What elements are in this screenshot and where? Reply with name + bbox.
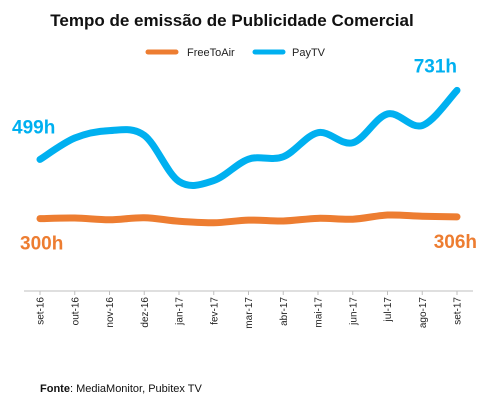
data-point-freetoair-fev-17	[213, 222, 215, 224]
data-point-paytv-nov-16	[109, 130, 110, 132]
data-point-freetoair-abr-17	[282, 220, 284, 222]
data-point-paytv-out-16	[74, 137, 76, 139]
data-point-paytv-abr-17	[282, 156, 284, 158]
data-label-paytv-set-17: 731h	[414, 56, 457, 77]
data-point-paytv-dez-16	[143, 134, 145, 136]
x-tick-label: fev-17	[209, 297, 220, 325]
legend: FreeToAir PayTV	[145, 47, 326, 59]
data-point-freetoair-ago-17	[421, 215, 423, 217]
data-label-paytv-set-16: 499h	[12, 117, 55, 138]
data-point-paytv-set-17	[456, 89, 458, 91]
data-point-paytv-mai-17	[317, 132, 319, 134]
x-tick-label: jun-17	[348, 297, 359, 326]
x-tick-label: mar-17	[244, 297, 255, 329]
x-tick-label: jan-17	[175, 297, 186, 326]
data-point-freetoair-nov-16	[109, 219, 110, 221]
data-labels: 499h 731h 300h 306h	[12, 56, 477, 254]
data-point-freetoair-jan-17	[178, 220, 180, 222]
x-tick-label: dez-16	[140, 297, 151, 328]
data-point-freetoair-set-17	[456, 216, 458, 218]
x-tick-label: abr-17	[279, 297, 290, 326]
series-line-freetoair	[36, 211, 461, 227]
data-point-freetoair-jun-17	[352, 218, 354, 220]
data-point-paytv-mar-17	[248, 158, 249, 160]
x-tick-label: out-16	[70, 297, 81, 326]
legend-label-freetoair: FreeToAir	[187, 47, 235, 59]
source-label: Fonte	[40, 383, 70, 395]
data-point-freetoair-mai-17	[317, 217, 319, 219]
data-point-paytv-jun-17	[352, 142, 354, 144]
x-tick-label: mai-17	[314, 297, 325, 328]
data-label-freetoair-set-16: 300h	[20, 234, 63, 255]
data-point-freetoair-dez-16	[143, 217, 145, 219]
data-point-freetoair-set-16	[39, 218, 41, 220]
data-point-freetoair-jul-17	[387, 214, 388, 216]
x-tick-label: set-17	[453, 297, 464, 325]
legend-label-paytv: PayTV	[292, 47, 326, 59]
series-layer	[36, 86, 461, 227]
x-tick-label: nov-16	[105, 297, 116, 328]
data-point-paytv-ago-17	[421, 125, 423, 127]
chart-title: Tempo de emissão de Publicidade Comercia…	[50, 11, 413, 30]
data-label-freetoair-set-17: 306h	[434, 232, 477, 253]
data-point-freetoair-out-16	[74, 217, 76, 219]
source-note: Fonte: MediaMonitor, Pubitex TV	[40, 383, 202, 395]
x-axis: set-16 out-16 nov-16 dez-16 jan-17 fev-17 mar-…	[24, 290, 473, 329]
x-tick-label: ago-17	[418, 297, 429, 329]
source-text: : MediaMonitor, Pubitex TV	[69, 383, 202, 395]
series-line-paytv	[36, 86, 461, 189]
x-tick-label: set-16	[36, 297, 47, 325]
data-point-paytv-set-16	[39, 158, 41, 160]
data-point-paytv-jan-17	[178, 180, 180, 182]
data-point-freetoair-mar-17	[248, 219, 249, 221]
x-tick-label: jul-17	[383, 297, 394, 323]
data-point-paytv-fev-17	[213, 180, 215, 182]
data-point-paytv-jul-17	[387, 113, 388, 115]
